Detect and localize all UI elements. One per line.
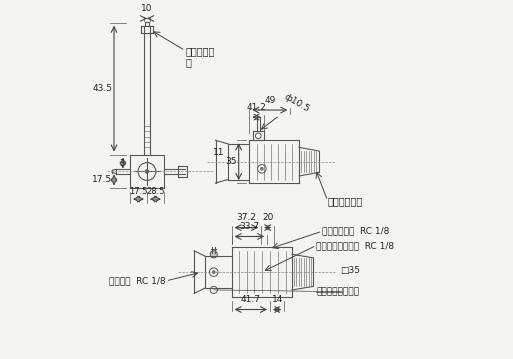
Text: 活塞动作空气入口  RC 1/8: 活塞动作空气入口 RC 1/8 xyxy=(317,241,394,250)
Text: 49: 49 xyxy=(264,96,275,105)
Text: 28.5: 28.5 xyxy=(146,187,165,196)
Circle shape xyxy=(145,170,149,173)
Text: 41.7: 41.7 xyxy=(241,295,261,304)
Text: 17.5: 17.5 xyxy=(129,187,148,196)
Text: 43.5: 43.5 xyxy=(92,84,112,93)
Circle shape xyxy=(212,271,215,274)
Text: 10: 10 xyxy=(141,4,153,13)
Text: □35: □35 xyxy=(340,266,360,275)
Text: 涂料调节旋扣: 涂料调节旋扣 xyxy=(328,196,363,206)
Text: 涂料入口  RC 1/8: 涂料入口 RC 1/8 xyxy=(109,276,166,285)
Text: 吹付空气入口  RC 1/8: 吹付空气入口 RC 1/8 xyxy=(322,227,390,236)
Text: ф10.5: ф10.5 xyxy=(283,93,311,114)
Text: 20: 20 xyxy=(262,213,273,222)
Text: 17.5: 17.5 xyxy=(92,176,112,185)
Text: 11: 11 xyxy=(213,148,225,157)
Circle shape xyxy=(210,251,218,258)
Text: 37.2: 37.2 xyxy=(236,213,256,222)
Circle shape xyxy=(261,167,263,170)
Text: 35: 35 xyxy=(225,157,237,166)
Text: 14: 14 xyxy=(271,295,283,304)
Text: 3: 3 xyxy=(120,159,125,168)
Text: 喷幅调节旋
扣: 喷幅调节旋 扣 xyxy=(185,46,214,67)
Text: 33.7: 33.7 xyxy=(239,222,260,231)
Text: 41.2: 41.2 xyxy=(247,103,266,112)
Text: 检查涂料滴漏圆孔: 检查涂料滴漏圆孔 xyxy=(317,287,359,296)
